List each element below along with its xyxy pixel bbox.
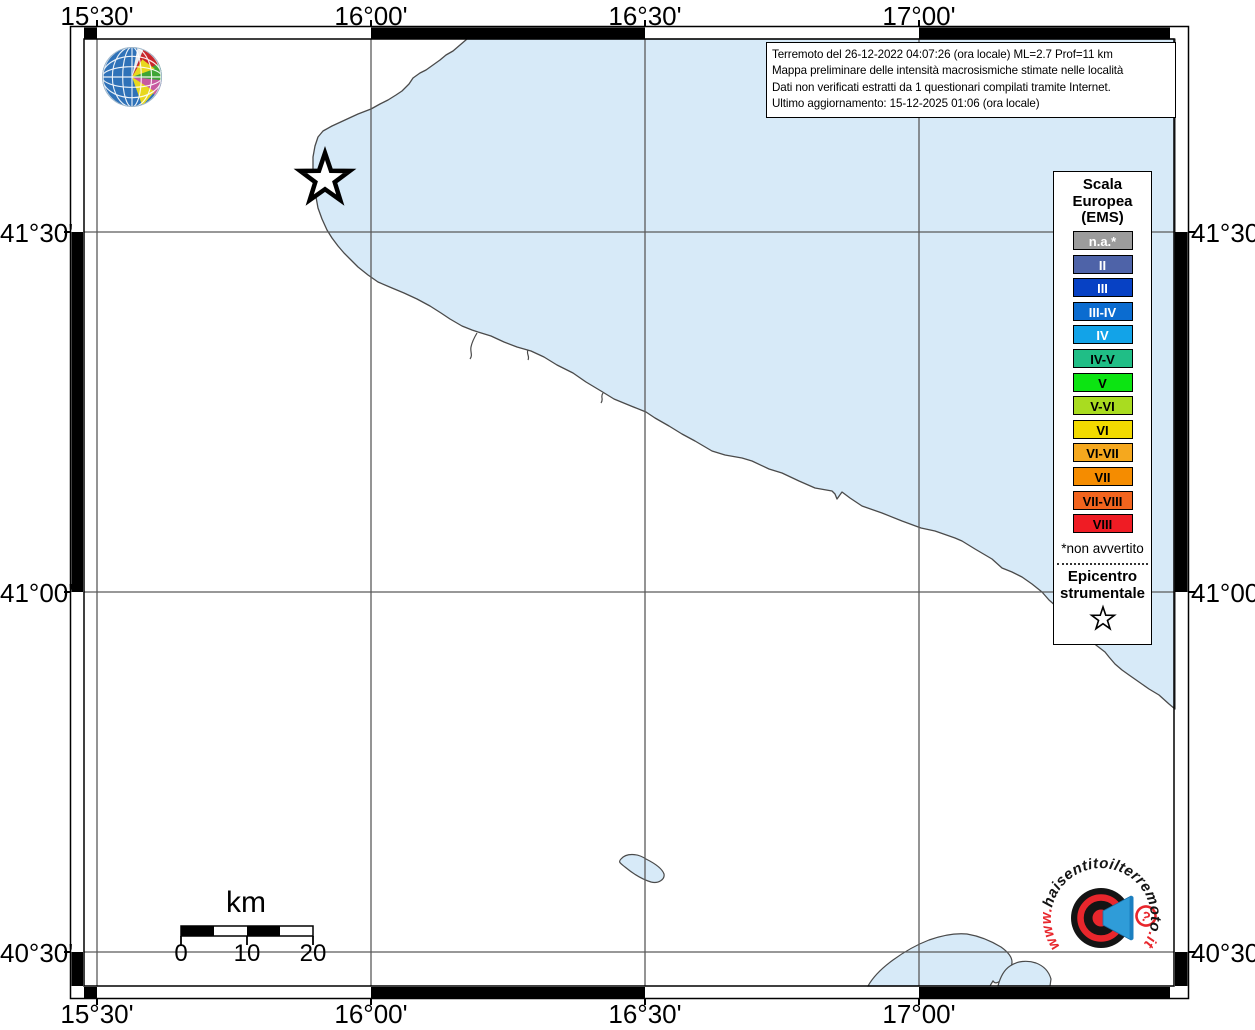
event-info-line: Mappa preliminare delle intensità macros… bbox=[772, 64, 1124, 78]
scale-bar-tick: 10 bbox=[233, 940, 261, 967]
lagoon bbox=[619, 853, 665, 884]
legend-swatch-iv: IV bbox=[1072, 325, 1133, 345]
legend-footnote: *non avvertito bbox=[1061, 541, 1144, 557]
legend-swatch-iii-iv: III-IV bbox=[1072, 301, 1133, 321]
graticule bbox=[84, 39, 1174, 986]
legend-swatch-iii: III bbox=[1072, 278, 1133, 298]
legend-star-icon bbox=[1088, 604, 1117, 631]
map-frame bbox=[64, 20, 1195, 1005]
taranto-sea-lobe bbox=[997, 960, 1052, 987]
legend-swatch-vii: VII bbox=[1072, 467, 1133, 487]
legend-swatch-ii: II bbox=[1072, 254, 1133, 274]
lat-label-left: 40°30' bbox=[0, 938, 74, 968]
question-mark-badge: ? bbox=[1135, 905, 1157, 927]
scale-bar-graphic bbox=[180, 925, 314, 945]
legend-swatch-iv-v: IV-V bbox=[1072, 349, 1133, 369]
event-info-line: Ultimo aggiornamento: 15-12-2025 01:06 (… bbox=[772, 96, 1040, 110]
event-info-box: Terremoto del 26-12-2022 04:07:26 (ora l… bbox=[766, 42, 1176, 119]
scale-bar-unit: km bbox=[226, 886, 266, 919]
river-lines bbox=[469, 332, 604, 404]
lat-label-left: 41°30' bbox=[0, 218, 74, 248]
megaphone-icon bbox=[1102, 895, 1134, 941]
legend-swatch-vii-viii: VII-VIII bbox=[1072, 490, 1133, 510]
legend-divider bbox=[1057, 563, 1148, 566]
taranto-sea bbox=[866, 933, 1013, 987]
ems-legend: Scala Europea (EMS) n.a.* II III III-IV … bbox=[1053, 171, 1152, 645]
legend-epicenter-title: strumentale bbox=[1059, 585, 1146, 603]
legend-title-line: (EMS) bbox=[1081, 209, 1124, 226]
legend-swatch-viii: VIII bbox=[1072, 514, 1133, 534]
legend-swatch-v: V bbox=[1072, 372, 1133, 392]
legend-swatch-na: n.a.* bbox=[1072, 231, 1133, 251]
lat-label-left: 41°00' bbox=[0, 578, 74, 608]
haisentito-watermark-logo: ? www.haisentitoilterremoto .it bbox=[1038, 855, 1164, 953]
legend-epicenter-title: Epicentro bbox=[1067, 568, 1138, 586]
legend-swatch-v-vi: V-VI bbox=[1072, 396, 1133, 416]
lat-label-right: 40°30' bbox=[1191, 938, 1255, 968]
epicenter-star-icon bbox=[293, 145, 357, 206]
scale-bar-tick: 20 bbox=[299, 940, 327, 967]
legend-title-line: Scala bbox=[1082, 176, 1123, 193]
legend-swatch-vi: VI bbox=[1072, 419, 1133, 439]
ingv-globe-icon bbox=[102, 47, 162, 107]
lat-label-right: 41°30' bbox=[1191, 218, 1255, 248]
scale-bar-tick: 0 bbox=[174, 940, 188, 967]
adriatic-sea bbox=[312, 38, 1176, 710]
legend-title-line: Europea bbox=[1072, 192, 1133, 210]
event-info-line: Dati non verificati estratti da 1 questi… bbox=[772, 80, 1111, 94]
event-info-line: Terremoto del 26-12-2022 04:07:26 (ora l… bbox=[772, 48, 1113, 61]
lat-label-right: 41°00' bbox=[1191, 578, 1255, 608]
legend-swatch-vi-vii: VI-VII bbox=[1072, 443, 1133, 463]
